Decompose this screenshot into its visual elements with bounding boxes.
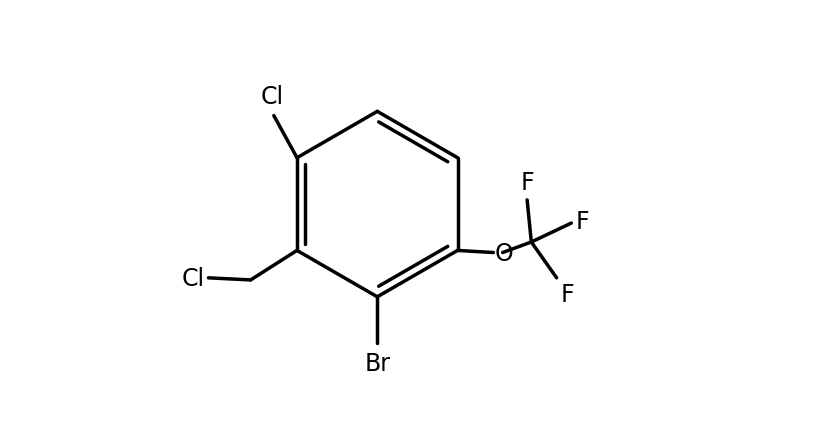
- Text: Br: Br: [364, 351, 390, 375]
- Text: O: O: [495, 241, 514, 265]
- Text: Cl: Cl: [181, 266, 205, 290]
- Text: F: F: [520, 170, 534, 194]
- Text: F: F: [575, 210, 589, 233]
- Text: F: F: [561, 282, 575, 306]
- Text: Cl: Cl: [260, 85, 284, 109]
